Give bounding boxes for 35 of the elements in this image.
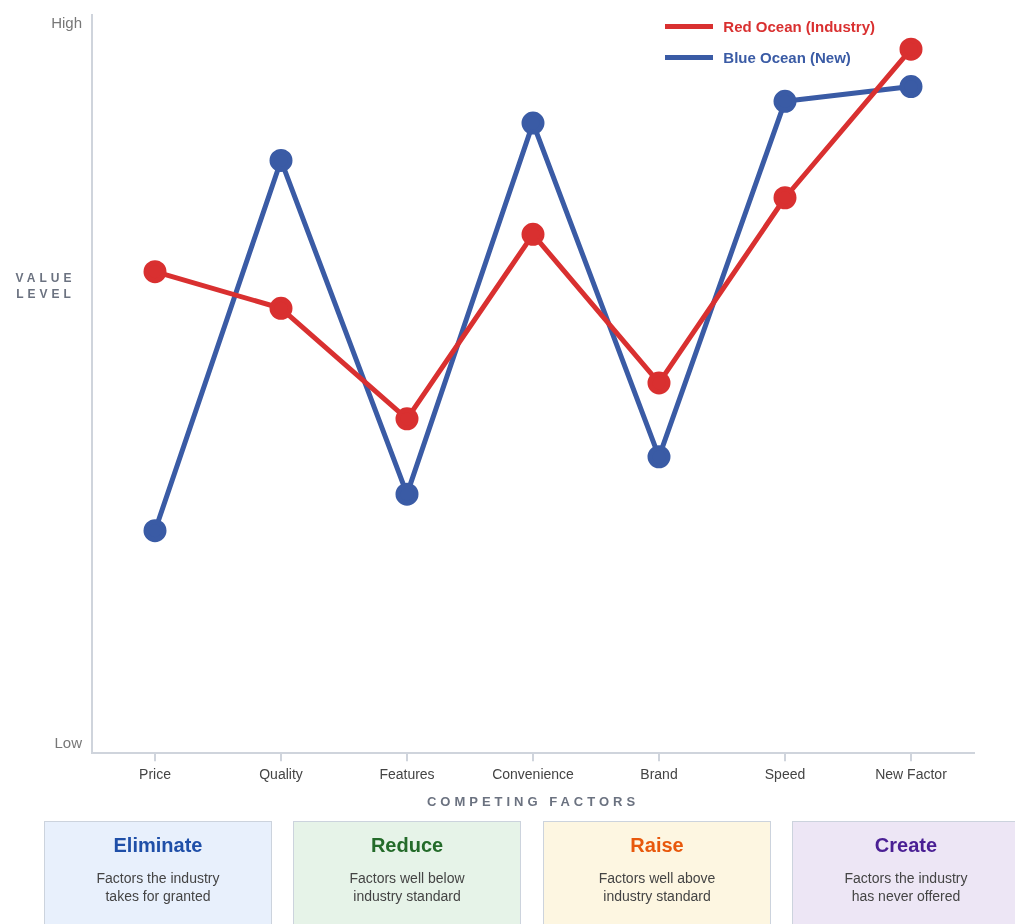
point: [269, 296, 293, 320]
x-tick-label: Brand: [640, 766, 678, 783]
point: [773, 89, 797, 113]
legend-label: Blue Ocean (New): [723, 49, 851, 66]
point: [521, 111, 545, 135]
text: Raise: [629, 834, 685, 857]
point: [143, 260, 167, 284]
text: Reduce: [369, 834, 445, 857]
x-axis-title: COMPETING FACTORS: [425, 794, 641, 809]
text: Factors well below industry standard: [348, 869, 466, 905]
text: Factors the industry takes for granted: [95, 869, 221, 905]
text: High: [51, 13, 82, 31]
text: Low: [54, 733, 83, 751]
x-tick-label: Quality: [259, 766, 303, 783]
point: [521, 222, 545, 246]
point: [647, 371, 671, 395]
text: Eliminate: [112, 834, 204, 857]
point: [899, 75, 923, 99]
legend-label: Red Ocean (Industry): [723, 18, 875, 35]
point: [899, 37, 923, 61]
text: Create: [873, 834, 939, 857]
point: [143, 519, 167, 543]
x-tick-label: Price: [139, 766, 172, 783]
x-tick-label: New Factor: [875, 766, 948, 783]
point: [773, 186, 797, 210]
point: [269, 148, 293, 172]
x-tick-label: Convenience: [492, 766, 575, 783]
x-tick-label: Features: [379, 766, 435, 783]
x-tick-label: Speed: [764, 766, 806, 783]
point: [395, 407, 419, 431]
point: [395, 482, 419, 506]
text: Factors well above industry standard: [597, 869, 717, 905]
text: Factors the industry has never offered: [843, 869, 969, 905]
point: [647, 445, 671, 469]
y-axis-title: VALUE LEVEL: [14, 270, 77, 302]
